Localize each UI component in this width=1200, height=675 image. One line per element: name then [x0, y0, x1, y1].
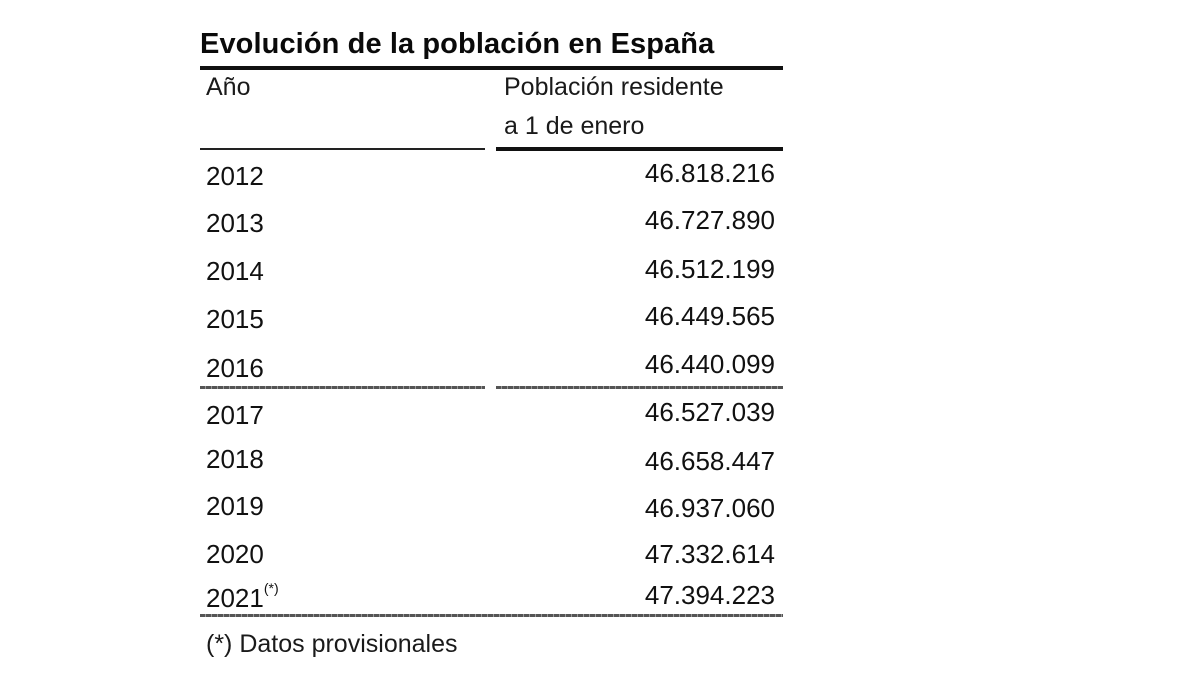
bottom-rule	[200, 614, 783, 617]
row-year: 2017	[206, 400, 264, 430]
row-year: 2012	[206, 161, 264, 191]
row-year: 2013	[206, 208, 264, 238]
row-year: 2016	[206, 353, 264, 383]
header-rule-left	[200, 148, 485, 150]
row-value: 46.449.565	[644, 301, 775, 331]
row-value: 46.727.890	[644, 205, 775, 235]
row-value: 46.512.199	[644, 254, 775, 284]
header-population: Población residente	[504, 73, 724, 101]
header-rule-right	[496, 147, 783, 151]
row-year-cell: 2021(*)	[206, 580, 279, 614]
row-year: 2014	[206, 256, 264, 286]
row-value: 46.658.447	[644, 446, 775, 476]
row-value: 46.440.099	[644, 349, 775, 379]
section-rule-left	[200, 386, 485, 389]
row-year: 2021	[206, 583, 264, 613]
row-value: 46.818.216	[644, 158, 775, 188]
table-title: Evolución de la población en España	[200, 28, 715, 60]
row-value: 46.527.039	[644, 397, 775, 427]
row-value: 47.332.614	[644, 539, 775, 569]
header-year: Año	[206, 73, 251, 101]
title-rule	[200, 66, 783, 70]
row-year: 2019	[206, 491, 264, 521]
section-rule-right	[496, 386, 783, 389]
header-population-sub: a 1 de enero	[504, 112, 645, 140]
row-year: 2015	[206, 304, 264, 334]
row-value: 46.937.060	[644, 493, 775, 523]
row-year: 2020	[206, 539, 264, 569]
footnote: (*) Datos provisionales	[206, 630, 458, 658]
provisional-marker: (*)	[263, 580, 279, 597]
row-value: 47.394.223	[644, 580, 775, 610]
row-year: 2018	[206, 444, 264, 474]
